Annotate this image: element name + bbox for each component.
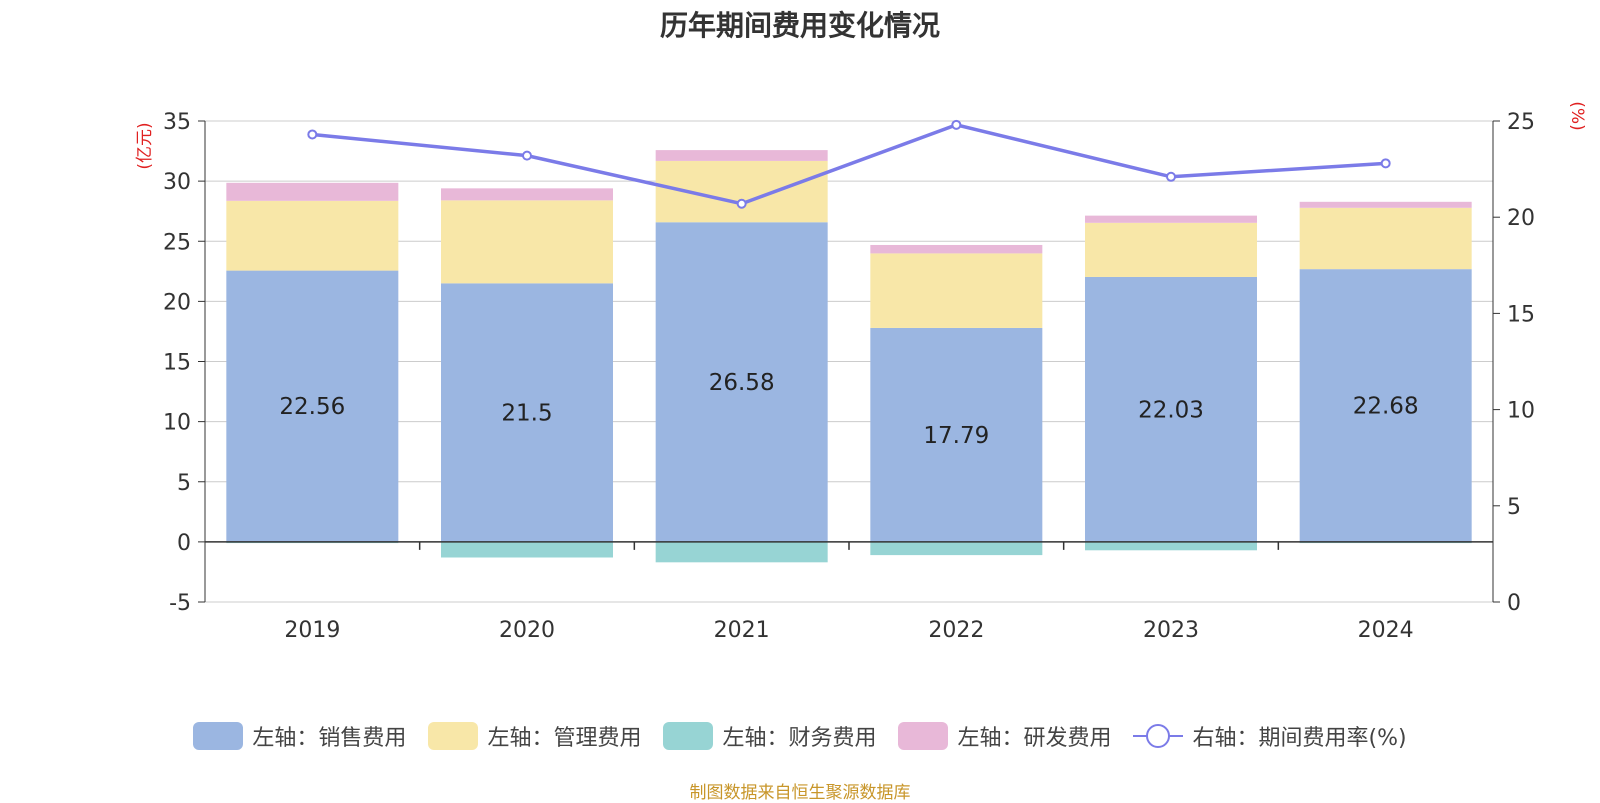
bar-rd	[655, 150, 828, 161]
left-axis-tick-label: 5	[177, 471, 191, 496]
legend-label-expense-rate: 右轴：期间费用率(%)	[1192, 726, 1407, 751]
legend-swatch-expense-rate	[1133, 722, 1184, 750]
legend-label-finance: 左轴：财务费用	[722, 726, 877, 751]
right-axis-tick-label: 5	[1507, 495, 1521, 520]
bar-data-label: 22.56	[279, 394, 345, 420]
bar-admin	[1085, 222, 1257, 277]
left-axis-tick-label: 0	[177, 531, 191, 556]
bar-data-label: 22.03	[1138, 397, 1204, 423]
x-axis-tick-label: 2020	[499, 618, 555, 643]
source-note: 制图数据来自恒生聚源数据库	[689, 783, 911, 803]
bar-rd	[1299, 201, 1472, 208]
bar-sales	[226, 270, 399, 542]
bar-admin	[1299, 207, 1472, 270]
left-axis-tick-label: 15	[163, 351, 191, 376]
bar-data-label: 22.68	[1353, 394, 1419, 420]
legend: 左轴：销售费用 左轴：管理费用 左轴：财务费用 左轴：研发费用 右轴：期间费用率…	[0, 720, 1600, 752]
x-axis-tick-label: 2019	[284, 618, 340, 643]
legend-swatch-finance	[663, 722, 714, 750]
legend-swatch-admin	[428, 722, 479, 750]
left-axis-tick-label: 30	[163, 170, 191, 195]
x-axis-tick-label: 2022	[928, 618, 984, 643]
left-axis-tick-label: 20	[163, 290, 191, 315]
bar-rd	[226, 182, 399, 201]
x-axis-tick-label: 2023	[1143, 618, 1199, 643]
legend-item-finance[interactable]: 左轴：财务费用	[663, 720, 876, 752]
legend-item-admin[interactable]: 左轴：管理费用	[428, 720, 641, 752]
right-axis-tick-label: 0	[1507, 591, 1521, 616]
bar-data-label: 17.79	[923, 423, 989, 449]
legend-label-admin: 左轴：管理费用	[487, 726, 642, 751]
legend-label-rd: 左轴：研发费用	[957, 726, 1112, 751]
bar-admin	[870, 253, 1043, 328]
left-axis-tick-label: -5	[169, 591, 191, 616]
legend-label-sales: 左轴：销售费用	[252, 726, 407, 751]
left-axis-tick-label: 10	[163, 411, 191, 436]
bar-sales	[441, 283, 613, 542]
right-axis-tick-label: 25	[1507, 110, 1535, 135]
line-point-expense-rate	[522, 150, 532, 161]
bar-data-label: 21.5	[501, 401, 552, 427]
left-axis-tick-label: 25	[163, 230, 191, 255]
left-axis-tick-label: 35	[163, 110, 191, 135]
bar-sales	[1085, 276, 1257, 542]
right-axis-unit-label: (%)	[1567, 101, 1587, 130]
line-point-expense-rate	[951, 119, 962, 130]
line-point-expense-rate	[307, 129, 318, 140]
bar-finance	[655, 541, 828, 563]
right-axis-tick-label: 15	[1507, 302, 1535, 327]
x-axis-tick-label: 2021	[714, 618, 770, 643]
bar-data-label: 26.58	[709, 370, 775, 396]
right-axis-tick-label: 10	[1507, 399, 1535, 424]
legend-item-sales[interactable]: 左轴：销售费用	[193, 720, 406, 752]
bar-finance	[441, 541, 613, 558]
bar-rd	[870, 244, 1043, 254]
line-point-expense-rate	[736, 198, 747, 209]
bar-sales	[655, 222, 828, 542]
line-expense-rate	[312, 123, 1386, 206]
bar-finance	[870, 541, 1043, 556]
bar-admin	[441, 200, 613, 284]
line-point-expense-rate	[1166, 171, 1176, 182]
bar-finance	[1085, 541, 1257, 551]
legend-item-expense-rate[interactable]: 右轴：期间费用率(%)	[1133, 720, 1407, 752]
bar-sales	[870, 327, 1043, 542]
chart-title: 历年期间费用变化情况	[659, 9, 940, 42]
x-axis-tick-label: 2024	[1358, 618, 1414, 643]
right-axis-tick-label: 20	[1507, 206, 1535, 231]
legend-swatch-rd	[898, 722, 949, 750]
line-point-expense-rate	[1380, 158, 1391, 169]
bar-sales	[1299, 269, 1472, 542]
legend-swatch-sales	[193, 722, 244, 750]
legend-item-rd[interactable]: 左轴：研发费用	[898, 720, 1111, 752]
left-axis-unit-label: (亿元)	[135, 122, 155, 169]
bar-admin	[226, 200, 399, 271]
bar-rd	[441, 188, 613, 201]
bar-rd	[1085, 215, 1257, 223]
